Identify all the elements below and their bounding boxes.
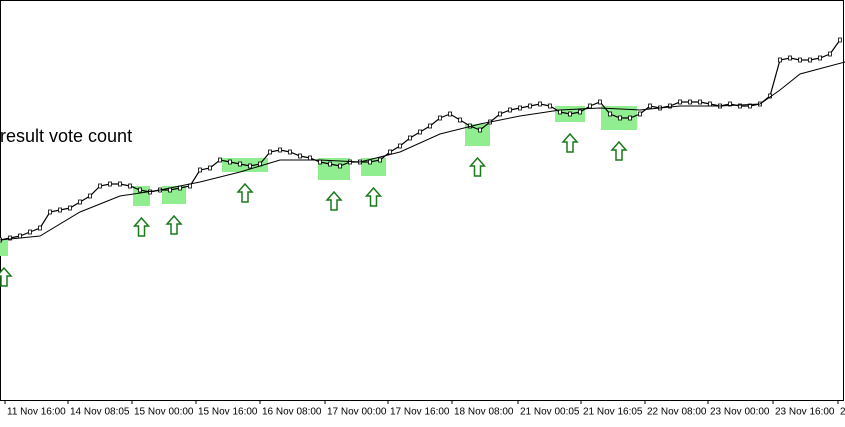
candle [688,99,692,105]
candle [28,229,32,235]
signal-arrow [325,190,343,211]
candle [128,183,132,189]
candle [138,187,142,193]
candle [648,103,652,109]
signal-zone [465,124,490,146]
x-tick-label: 21 Nov 16:05 [583,407,643,418]
candle [638,111,642,117]
candle [218,157,222,163]
candle [798,57,802,63]
candle [288,149,292,155]
candle [378,157,382,163]
candle [408,135,412,141]
plot-frame [0,0,844,401]
candle [778,57,782,63]
candle [368,159,372,165]
candle [438,115,442,121]
candle [118,181,122,187]
candle [518,105,522,111]
candle [68,205,72,211]
x-tick-label: 24 [840,407,845,418]
candle [418,129,422,135]
candle [498,111,502,117]
candle [58,207,62,213]
signal-arrow [132,216,151,237]
candle [478,127,482,133]
x-tick-label: 21 Nov 00:05 [520,407,580,418]
x-tick-label: 11 Nov 16:00 [7,407,66,418]
candle [278,147,282,153]
candle [738,103,742,109]
x-tick-label: 18 Nov 08:00 [454,407,514,418]
signal-arrow [165,214,183,235]
x-tick-label: 16 Nov 08:00 [262,407,322,418]
signal-arrow [468,156,487,177]
candle [568,111,572,117]
x-tick-label: 23 Nov 00:00 [710,407,770,418]
candle [338,163,342,169]
x-tick-label: 22 Nov 08:00 [647,407,707,418]
candle [38,225,42,231]
x-tick-label: 23 Nov 16:00 [775,407,835,418]
candle [528,103,532,109]
candle [398,143,402,149]
candle [308,155,312,161]
candle [628,115,632,121]
candle [328,161,332,167]
signal-arrow [364,186,383,207]
x-tick-label: 15 Nov 16:00 [198,407,258,418]
signal-arrow [236,182,254,203]
series-line [0,61,845,241]
candle [818,55,822,61]
candle [268,149,272,155]
candle [8,235,12,241]
candle [388,149,392,155]
candle [78,199,82,205]
candle [48,209,52,215]
candle [788,55,792,61]
candle [108,181,112,187]
candle [248,163,252,169]
candle [678,99,682,105]
x-tick-label: 17 Nov 16:00 [390,407,450,418]
candle [238,161,242,167]
annotation: result vote count [0,126,132,146]
x-tick-label: 15 Nov 00:00 [134,407,194,418]
signal-arrow [561,132,579,153]
candle [428,123,432,129]
signal-arrow [0,266,13,287]
candle [548,103,552,109]
candle [228,159,232,165]
candle [458,117,462,123]
candle [298,153,302,159]
candle [828,51,832,57]
x-tick-label: 14 Nov 08:05 [70,407,130,418]
candle [538,101,542,107]
candle [208,165,212,171]
candle [708,101,712,107]
candle [668,103,672,109]
x-tick-label: 17 Nov 00:00 [327,407,387,418]
candle [588,103,592,109]
signal-arrow [610,140,628,161]
candle [838,37,842,43]
candle [318,159,322,165]
candle [618,115,622,121]
signal-zone [0,240,8,256]
candle [198,167,202,173]
candle [448,111,452,117]
candle [88,193,92,199]
candle [698,99,702,105]
candle [598,99,602,105]
candle [608,111,612,117]
candle [508,107,512,113]
candle [578,109,582,115]
candle [808,57,812,63]
candle [98,183,102,189]
